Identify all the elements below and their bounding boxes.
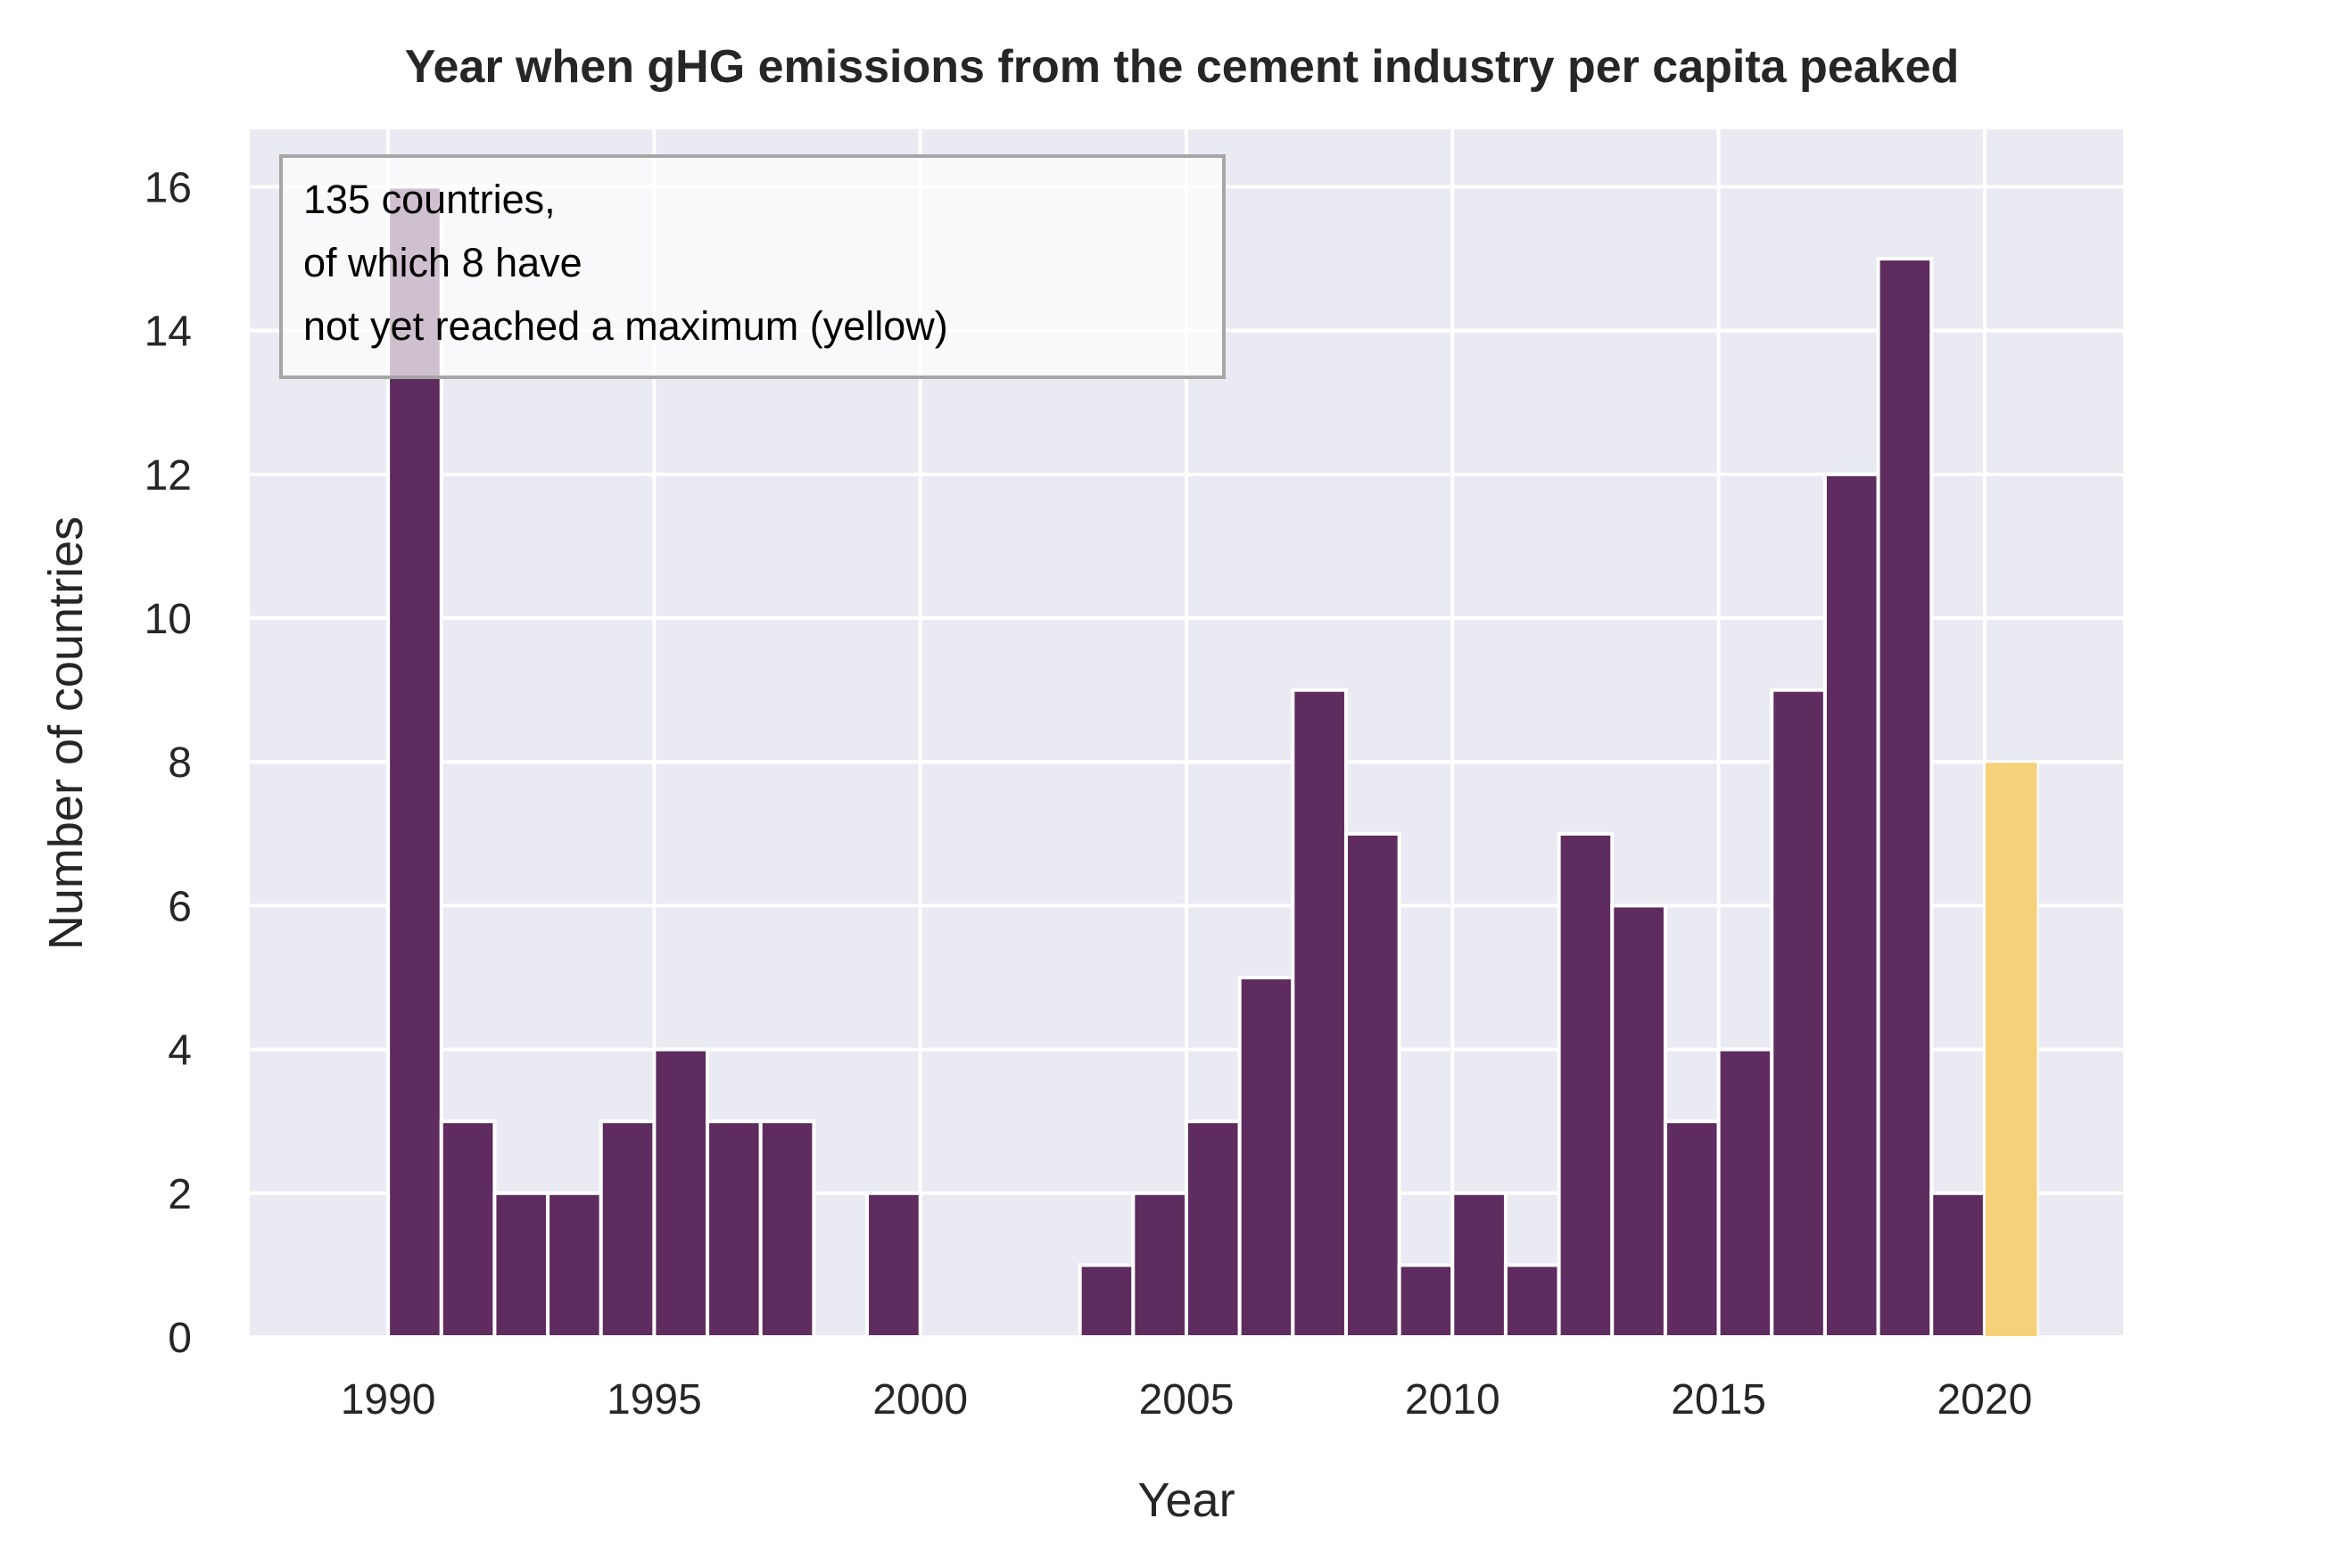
bar: [1610, 904, 1667, 1340]
y-tick-label: 14: [145, 309, 192, 356]
annotation-line-2: of which 8 have: [303, 240, 582, 285]
y-tick-label: 6: [168, 883, 192, 930]
bar: [546, 1191, 603, 1340]
bar: [1078, 1263, 1136, 1340]
tick-labels: 1990 1995 2000 2005 2010 2015 2020 0 2 4 6 8 10 12 14 1…: [145, 164, 2033, 1424]
bar: [758, 1119, 816, 1339]
annotation-line-3: not yet reached a maximum (yellow): [303, 303, 948, 349]
x-tick-label: 1990: [341, 1376, 436, 1424]
bar: [1822, 472, 1880, 1339]
bar: [1185, 1119, 1242, 1339]
annotation-box: 135 countries, of which 8 have not yet r…: [279, 154, 1226, 379]
x-tick-label: 1995: [607, 1376, 702, 1424]
annotation-line-1: 135 countries,: [303, 177, 556, 222]
x-tick-label: 2015: [1671, 1376, 1766, 1424]
y-tick-label: 8: [168, 739, 192, 787]
bar: [1716, 1047, 1774, 1339]
y-axis-label: Number of countries: [39, 516, 93, 950]
x-tick-label: 2000: [872, 1376, 968, 1424]
bar: [1343, 831, 1401, 1339]
y-tick-label: 4: [168, 1027, 192, 1075]
bar: [1876, 257, 1934, 1340]
bar: [492, 1191, 550, 1340]
bar: [652, 1047, 710, 1339]
x-tick-label: 2020: [1937, 1376, 2032, 1424]
bar: [1770, 688, 1827, 1339]
bar: [1450, 1191, 1508, 1340]
bar: [1929, 1191, 1987, 1340]
bar: [1503, 1263, 1561, 1340]
bar: [1557, 831, 1615, 1339]
bar: [599, 1119, 657, 1339]
bar: [1237, 976, 1295, 1339]
bar: [1291, 688, 1348, 1339]
y-tick-label: 16: [145, 164, 192, 211]
annotation-frame: [279, 154, 1226, 379]
y-tick-label: 0: [168, 1315, 192, 1362]
bar: [706, 1119, 763, 1339]
y-tick-label: 10: [145, 596, 192, 643]
y-tick-label: 2: [168, 1171, 192, 1218]
x-tick-label: 2010: [1405, 1376, 1500, 1424]
bar: [439, 1119, 497, 1339]
chart-title: Year when gHG emissions from the cement …: [405, 41, 1960, 93]
bar: [1131, 1191, 1189, 1340]
y-tick-label: 12: [145, 452, 192, 499]
bar: [1397, 1263, 1455, 1340]
bar: [1663, 1119, 1721, 1339]
bar-not-yet-peaked: [1983, 761, 2039, 1338]
bar: [865, 1191, 922, 1340]
x-axis-label: Year: [1137, 1473, 1235, 1527]
x-tick-label: 2005: [1139, 1376, 1235, 1424]
